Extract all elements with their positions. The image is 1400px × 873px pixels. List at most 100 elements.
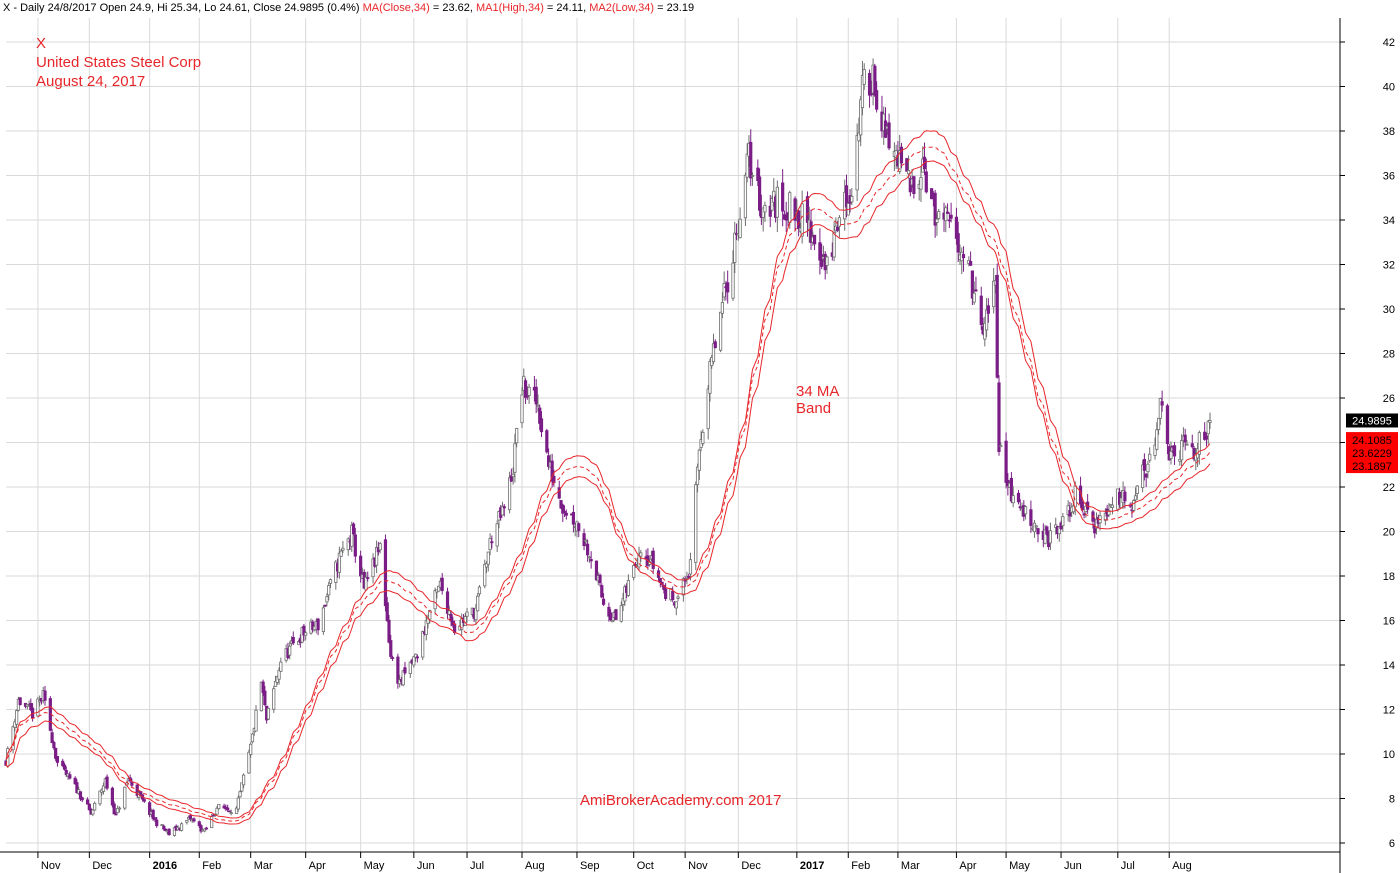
candle-body <box>211 814 216 817</box>
candle-body <box>750 175 755 177</box>
candle-body <box>202 828 207 832</box>
candle-body <box>1071 505 1076 513</box>
candle-body <box>784 215 788 221</box>
x-tick-label: Dec <box>741 860 761 872</box>
candle-body <box>1045 526 1049 535</box>
candle-body <box>708 361 712 394</box>
candle-body <box>272 688 276 710</box>
candle-body <box>15 710 19 725</box>
candle-body <box>589 559 593 562</box>
candle-body <box>797 210 801 230</box>
candle-body <box>770 198 774 211</box>
y-tick-label: 14 <box>1383 660 1395 672</box>
candle-body <box>484 562 489 568</box>
y-tick-label: 10 <box>1383 749 1395 761</box>
candle-body <box>110 787 114 806</box>
candle-body <box>378 543 382 551</box>
last-price-tag-bg <box>1346 413 1398 428</box>
candle-body <box>745 153 749 178</box>
candle-body <box>323 604 327 607</box>
candle-body <box>359 555 363 577</box>
ma-low-line <box>5 160 1211 825</box>
candle-body <box>726 282 730 293</box>
candle-body <box>836 227 840 231</box>
candle-body <box>695 466 700 486</box>
candle-body <box>277 669 281 680</box>
candle-body <box>351 523 356 535</box>
x-tick-label: Feb <box>202 860 221 872</box>
candle-body <box>793 198 797 221</box>
candle-body <box>515 428 519 444</box>
candle-body <box>944 207 948 222</box>
candle-body <box>674 601 678 609</box>
candle-body <box>1029 509 1033 526</box>
candle-body <box>1155 429 1159 450</box>
candle-body <box>546 455 551 467</box>
ma-high-line <box>5 130 1211 819</box>
candle-body <box>91 809 95 815</box>
chart-header: X - Daily 24/8/2017 Open 24.9, Hi 25.34,… <box>3 2 694 14</box>
candle-body <box>488 538 492 551</box>
candle-body <box>62 764 67 770</box>
candle-body <box>577 523 581 531</box>
candle-body <box>945 211 950 214</box>
candle-body <box>937 211 941 219</box>
candle-body <box>353 534 357 557</box>
candle-body <box>731 262 735 299</box>
candle-body <box>449 613 453 622</box>
candle-body <box>995 274 999 378</box>
candle-body <box>160 824 164 826</box>
candle-body <box>261 681 265 693</box>
candle-body <box>304 632 308 636</box>
candle-body <box>545 430 549 453</box>
candle-body <box>217 804 221 810</box>
candle-body <box>912 176 916 195</box>
candle-body <box>502 506 506 509</box>
x-tick-label: Jun <box>1064 860 1082 872</box>
candle-body <box>887 122 891 149</box>
candle-body <box>832 232 836 258</box>
candle-body <box>1142 459 1146 471</box>
candle-body <box>758 176 762 211</box>
candle-body <box>263 690 267 706</box>
candle-body <box>85 799 90 805</box>
candle-body <box>215 807 219 815</box>
ma-low-tag: 23.1897 <box>1352 461 1392 473</box>
candle-body <box>1103 512 1107 521</box>
candle-body <box>364 576 368 591</box>
candle-body <box>999 445 1003 448</box>
candle-body <box>1110 504 1115 509</box>
candle-body <box>204 827 208 830</box>
candle-body <box>905 158 909 172</box>
candle-body <box>288 645 292 656</box>
header-ma-value: = 23.62, <box>430 2 476 14</box>
candle-body <box>557 487 561 499</box>
candle-body <box>50 732 54 744</box>
candle-body <box>495 523 499 547</box>
last-price-tag: 24.9895 <box>1352 415 1392 427</box>
candle-body <box>389 640 393 657</box>
candle-body <box>403 667 407 674</box>
candle-body <box>500 505 505 516</box>
candle-body <box>1032 522 1037 533</box>
candle-body <box>873 65 877 96</box>
candle-body <box>559 500 563 509</box>
candle-body <box>55 756 60 763</box>
candle-body <box>867 73 872 96</box>
y-tick-label: 26 <box>1383 393 1395 405</box>
candle-body <box>75 782 79 794</box>
candle-body <box>600 585 604 598</box>
header-ma-label: MA(Close,34) <box>363 2 430 14</box>
candle-body <box>227 810 232 813</box>
candle-body <box>477 586 482 595</box>
candle-body <box>632 565 636 578</box>
candle-body <box>511 473 515 477</box>
candle-body <box>956 233 960 253</box>
candle-body <box>584 540 588 543</box>
x-tick-label: Sep <box>580 860 600 872</box>
candle-body <box>733 232 737 263</box>
y-tick-label: 16 <box>1383 616 1395 628</box>
candle-body <box>538 407 542 424</box>
candle-body <box>564 512 568 516</box>
